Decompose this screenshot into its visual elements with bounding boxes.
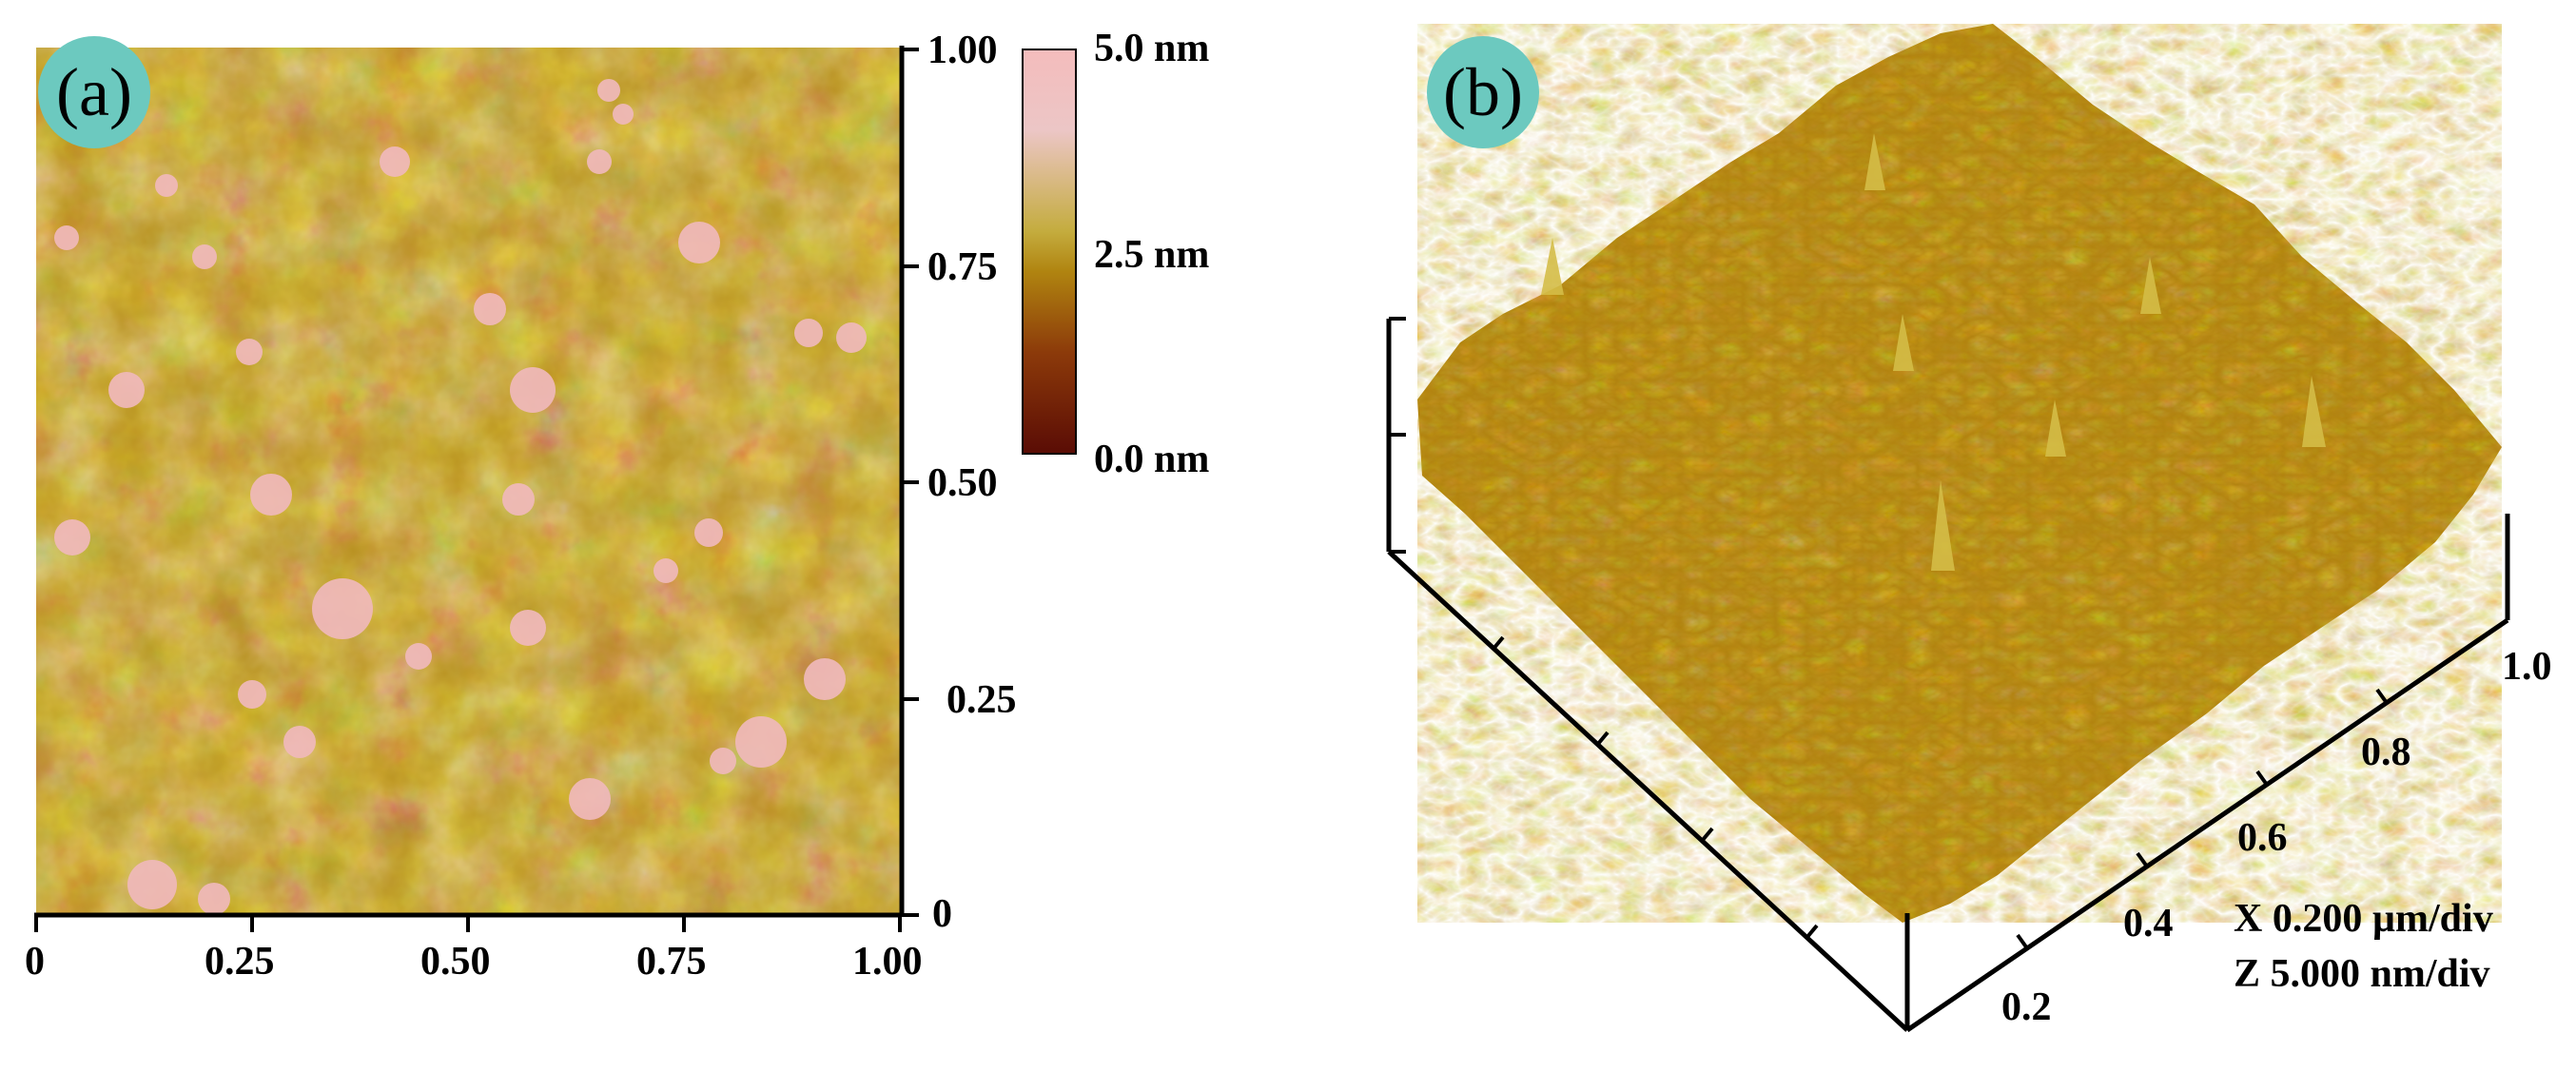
y-tick-label-2: 0.50 [927, 461, 998, 505]
b-axis-label-1: 0.4 [2123, 902, 2174, 945]
colorbar-bottom-label: 0.0 nm [1094, 438, 1210, 481]
x-tick-label-0: 0 [25, 940, 45, 984]
panel-a-axes [34, 46, 919, 932]
x-tick-label-3: 0.75 [636, 940, 707, 984]
y-tick-label-4: 1.00 [927, 29, 998, 72]
afm-3d-surface [1417, 24, 2502, 923]
colorbar-mid-label: 2.5 nm [1094, 233, 1210, 277]
surface-peaks [1541, 133, 2326, 571]
panel-a-badge-text: (a) [56, 53, 132, 130]
y-tick-label-1: 0.25 [946, 678, 1017, 722]
colorbar [1022, 49, 1077, 455]
x-tick-label-2: 0.50 [420, 940, 491, 984]
colorbar-top-label: 5.0 nm [1094, 27, 1210, 70]
b-axis-label-0: 0.2 [2001, 985, 2052, 1029]
panel-a-badge: (a) [38, 36, 150, 148]
y-tick-label-0: 0 [932, 892, 952, 936]
b-axis-label-4: 1.0 [2502, 645, 2552, 689]
panel-b-badge: (b) [1427, 36, 1539, 148]
scale-x-label: X 0.200 µm/div [2234, 897, 2493, 941]
b-axis-label-2: 0.6 [2237, 816, 2288, 860]
panel-b-badge-text: (b) [1443, 53, 1523, 130]
afm-height-image [36, 48, 900, 913]
scale-z-label: Z 5.000 nm/div [2234, 952, 2490, 996]
panel-b-axes [1386, 317, 2510, 1033]
x-tick-label-1: 0.25 [205, 940, 275, 984]
b-axis-label-3: 0.8 [2361, 731, 2411, 774]
grain-highlights [54, 79, 867, 913]
x-tick-label-4: 1.00 [852, 940, 923, 984]
y-tick-label-3: 0.75 [927, 245, 998, 289]
